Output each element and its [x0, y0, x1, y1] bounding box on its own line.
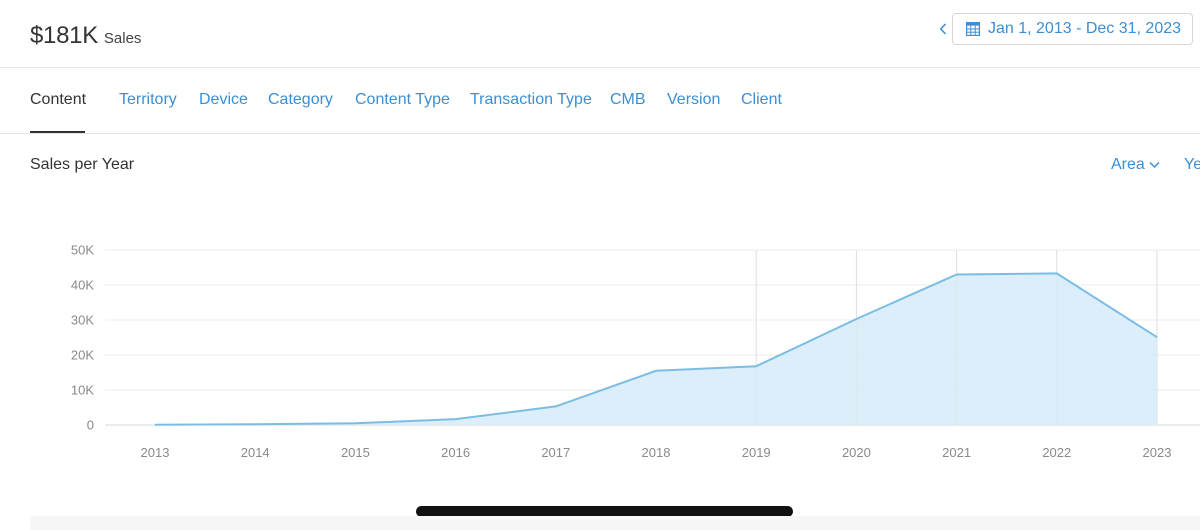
date-navigation: Jan 1, 2013 - Dec 31, 2023	[934, 12, 1194, 46]
x-tick-label: 2019	[742, 445, 771, 460]
x-axis: 2013 2014 2015 2016 2017 2018 2019 2020 2021 2022…	[141, 445, 1172, 460]
period-selector[interactable]: Ye	[1184, 156, 1200, 173]
chart-type-dropdown[interactable]: Area	[1111, 156, 1160, 174]
y-tick-label: 30K	[71, 313, 94, 328]
tab-client[interactable]: Client	[741, 91, 782, 108]
tab-transaction-type[interactable]: Transaction Type	[470, 91, 592, 108]
tab-territory[interactable]: Territory	[119, 91, 177, 108]
y-tick-label: 10K	[71, 383, 94, 398]
data-point[interactable]	[855, 318, 857, 320]
tab-content[interactable]: Content	[30, 91, 87, 108]
data-point[interactable]	[755, 365, 757, 367]
x-tick-label: 2021	[942, 445, 971, 460]
tab-cmb[interactable]: CMB	[610, 91, 646, 108]
x-tick-label: 2017	[541, 445, 570, 460]
tab-device[interactable]: Device	[199, 91, 248, 108]
active-tab-indicator	[30, 131, 85, 133]
dimension-tabs: Content Territory Device Category Conten…	[0, 67, 1200, 134]
tab-content-type[interactable]: Content Type	[355, 91, 450, 108]
data-point[interactable]	[655, 370, 657, 372]
series-area	[155, 273, 1157, 425]
x-tick-label: 2016	[441, 445, 470, 460]
sales-total-label: Sales	[103, 30, 142, 47]
date-range-button[interactable]: Jan 1, 2013 - Dec 31, 2023	[952, 13, 1194, 45]
data-point[interactable]	[956, 274, 958, 275]
data-point[interactable]	[455, 418, 457, 420]
tab-category[interactable]: Category	[268, 91, 333, 108]
sales-total-value: $181K	[30, 22, 98, 49]
tab-version[interactable]: Version	[667, 91, 721, 108]
home-indicator	[416, 506, 793, 517]
x-tick-label: 2013	[141, 445, 170, 460]
sales-total: $181K Sales	[30, 22, 141, 50]
chevron-down-icon	[1149, 161, 1160, 169]
chart-type-label: Area	[1111, 156, 1145, 173]
chevron-left-icon[interactable]	[934, 12, 952, 46]
bottom-panel	[30, 516, 1200, 530]
data-point[interactable]	[354, 422, 356, 424]
x-tick-label: 2022	[1042, 445, 1071, 460]
y-tick-label: 50K	[71, 243, 94, 258]
data-point[interactable]	[1056, 272, 1058, 274]
chart-title: Sales per Year	[30, 156, 135, 173]
x-tick-label: 2015	[341, 445, 370, 460]
data-point[interactable]	[1156, 336, 1158, 338]
x-tick-label: 2014	[241, 445, 270, 460]
calendar-icon	[966, 22, 981, 37]
y-tick-label: 0	[87, 418, 94, 433]
x-tick-label: 2018	[642, 445, 671, 460]
y-tick-label: 40K	[71, 278, 94, 293]
x-tick-label: 2023	[1143, 445, 1172, 460]
data-point[interactable]	[555, 405, 557, 407]
y-axis: 0 10K 20K 30K 40K 50K	[71, 243, 94, 433]
x-tick-label: 2020	[842, 445, 871, 460]
data-point[interactable]	[154, 424, 156, 426]
header: $181K Sales Jan 1, 2013 - D	[0, 0, 1200, 68]
chart-area	[154, 272, 1158, 426]
data-point[interactable]	[254, 423, 256, 425]
y-tick-label: 20K	[71, 348, 94, 363]
date-range-label: Jan 1, 2013 - Dec 31, 2023	[988, 20, 1182, 37]
